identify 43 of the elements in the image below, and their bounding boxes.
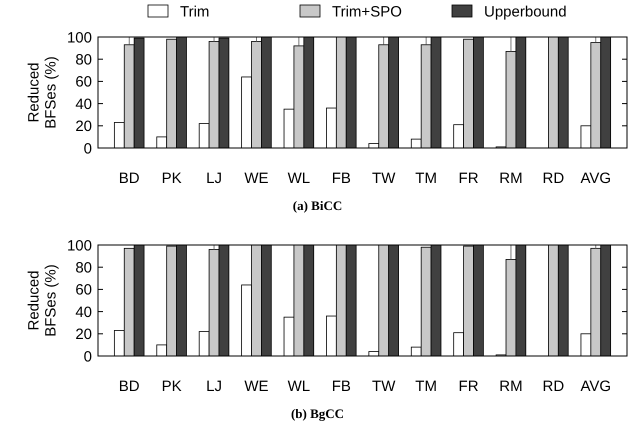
text: (b) BgCC <box>290 406 344 421</box>
legend-label: Upperbound <box>484 3 567 20</box>
x-tick-label: WE <box>244 170 269 187</box>
y-tick-label: 100 <box>66 237 92 254</box>
x-tick-label: FR <box>458 170 479 187</box>
legend-label: Trim <box>180 3 210 20</box>
x-tick-label: LJ <box>206 170 222 187</box>
x-tick-label: BD <box>118 378 140 395</box>
x-tick-label: AVG <box>580 378 612 395</box>
y-axis-title: Reduced BFSes (%) <box>25 264 60 337</box>
x-tick-label: RM <box>499 170 523 187</box>
y-tick-label: 0 <box>84 140 92 158</box>
x-tick-label: FR <box>458 378 479 395</box>
x-tick-label: RD <box>542 378 564 395</box>
x-tick-label: TW <box>372 378 396 395</box>
x-tick-label: TM <box>415 378 437 395</box>
y-tick-label: 20 <box>75 118 92 136</box>
y-tick-label: 20 <box>75 326 92 344</box>
y-tick-label: 80 <box>75 259 92 276</box>
y-tick-label: 100 <box>66 29 92 46</box>
x-tick-label: LJ <box>206 378 222 395</box>
y-tick-label: 40 <box>75 96 92 113</box>
x-tick-label: PK <box>162 170 182 187</box>
x-tick-label: PK <box>162 378 182 395</box>
text: (a) BiCC <box>292 198 342 213</box>
x-tick-label: TW <box>372 170 396 187</box>
y-tick-label: 60 <box>75 282 92 299</box>
x-tick-label: RM <box>499 378 523 395</box>
x-tick-label: WL <box>288 170 310 187</box>
y-tick-label: 80 <box>75 51 92 68</box>
x-tick-label: AVG <box>580 170 612 187</box>
legend-label: Trim+SPO <box>332 3 402 20</box>
y-axis-title: Reduced BFSes (%) <box>25 56 60 129</box>
x-tick-label: TM <box>415 170 437 187</box>
x-tick-label: WE <box>244 378 269 395</box>
y-tick-label: 40 <box>75 304 92 321</box>
x-tick-label: BD <box>118 170 140 187</box>
x-tick-label: RD <box>542 170 564 187</box>
y-tick-label: 0 <box>84 348 92 366</box>
x-tick-label: FB <box>332 170 351 187</box>
y-tick-label: 60 <box>75 74 92 91</box>
x-tick-label: WL <box>288 378 310 395</box>
x-tick-label: FB <box>332 378 351 395</box>
